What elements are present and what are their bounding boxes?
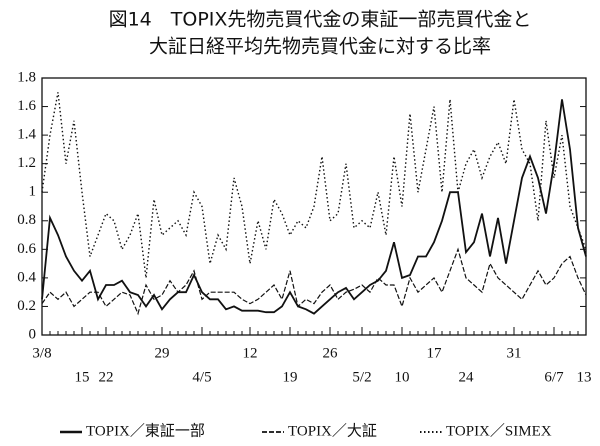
data-line (41, 99, 587, 315)
x-tick-label: 4/5 (192, 369, 211, 385)
x-tick-label: 6/7 (544, 369, 564, 385)
x-tick-label: 10 (395, 369, 410, 385)
x-tick-label: 15 (75, 369, 90, 385)
legend-label: TOPIX／SIMEX (446, 422, 552, 439)
y-tick-label: 0.8 (17, 212, 36, 228)
legend-label: TOPIX／大証 (288, 422, 377, 439)
x-tick-label: 29 (155, 345, 170, 361)
x-tick-label: 13 (577, 369, 592, 385)
x-tick-label: 3/8 (32, 345, 51, 361)
data-line (41, 92, 587, 278)
x-tick-label: 22 (99, 369, 114, 385)
x-tick-label: 26 (323, 345, 339, 361)
legend-label: TOPIX／東証一部 (86, 422, 205, 439)
y-tick-label: 1.8 (17, 69, 36, 85)
y-tick-label: 1 (29, 184, 37, 200)
y-tick-label: 1.6 (17, 98, 36, 114)
x-tick-label: 5/2 (352, 369, 371, 385)
x-tick-label: 24 (459, 369, 475, 385)
y-tick-label: 0 (29, 326, 37, 342)
x-tick-label: 19 (283, 369, 298, 385)
y-tick-label: 1.2 (17, 155, 36, 171)
y-tick-label: 0.6 (17, 241, 36, 257)
y-tick-label: 0.4 (17, 269, 36, 285)
chart-title: 図14 TOPIX先物売買代金の東証一部売買代金と (109, 9, 532, 31)
x-tick-label: 17 (427, 345, 443, 361)
x-tick-label: 12 (243, 345, 258, 361)
chart-title: 大証日経平均先物売買代金に対する比率 (149, 36, 491, 58)
data-line (41, 247, 587, 316)
x-tick-label: 31 (507, 345, 522, 361)
y-tick-label: 0.2 (17, 298, 36, 314)
y-tick-label: 1.4 (17, 127, 36, 143)
